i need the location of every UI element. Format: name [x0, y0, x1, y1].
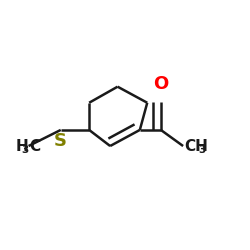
Text: CH: CH: [184, 138, 208, 154]
Text: O: O: [153, 75, 168, 93]
Text: S: S: [54, 132, 67, 150]
Text: H: H: [16, 138, 28, 154]
Text: 3: 3: [198, 146, 205, 156]
Text: C: C: [29, 138, 40, 154]
Text: 3: 3: [21, 146, 28, 156]
